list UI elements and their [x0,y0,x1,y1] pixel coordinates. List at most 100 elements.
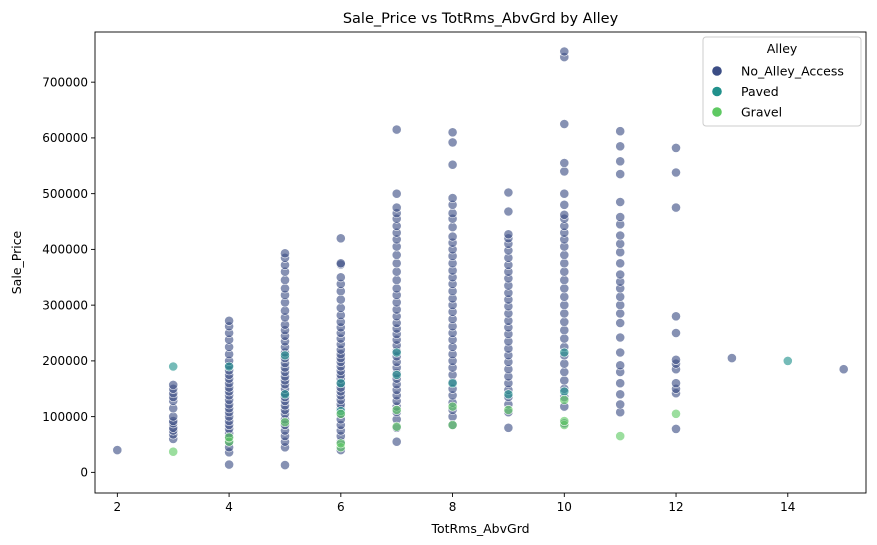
data-point-no-alley-access [335,233,346,244]
data-point-no-alley-access [559,46,570,57]
data-point-paved [391,369,402,380]
y-tick-label: 700000 [42,75,88,89]
data-point-paved [503,389,514,400]
data-point-no-alley-access [727,353,737,363]
data-point-no-alley-access [447,222,458,232]
data-point-no-alley-access [615,238,626,249]
y-tick-label: 600000 [42,131,88,145]
data-point-no-alley-access [391,436,402,447]
data-point-no-alley-access [615,378,626,389]
data-point-paved [782,355,793,366]
data-point-gravel [224,432,234,443]
data-point-no-alley-access [671,328,681,338]
data-point-paved [559,386,570,397]
data-point-no-alley-access [671,311,681,322]
data-point-paved [447,378,458,389]
data-point-no-alley-access [447,208,458,219]
x-tick-label: 12 [668,500,683,514]
data-point-no-alley-access [559,258,570,269]
data-point-gravel [447,420,458,430]
data-point-no-alley-access [615,291,626,302]
data-point-gravel [280,417,290,428]
data-point-no-alley-access [615,308,626,319]
data-point-no-alley-access [615,197,626,207]
data-point-no-alley-access [615,212,626,222]
data-point-gravel [335,438,346,449]
data-point-paved [559,347,570,358]
data-point-no-alley-access [391,124,402,135]
data-point-no-alley-access [391,188,402,199]
data-point-no-alley-access [503,206,514,217]
y-tick-label: 200000 [42,354,88,368]
legend-title: Alley [767,41,798,56]
data-point-no-alley-access [280,248,290,259]
data-point-no-alley-access [335,258,346,269]
data-point-no-alley-access [615,156,626,167]
data-point-paved [280,350,290,361]
data-point-no-alley-access [671,423,681,434]
data-point-no-alley-access [838,364,849,375]
data-point-no-alley-access [447,159,458,170]
data-point-no-alley-access [168,379,179,390]
data-point-no-alley-access [615,399,626,410]
data-point-paved [280,389,290,400]
x-tick-label: 2 [114,500,122,514]
y-tick-label: 100000 [42,410,88,424]
data-point-gravel [447,401,458,412]
x-tick-label: 14 [780,500,795,514]
data-point-no-alley-access [224,315,234,326]
data-point-no-alley-access [615,300,626,310]
data-point-no-alley-access [615,269,626,280]
data-point-no-alley-access [559,158,570,168]
data-point-no-alley-access [559,333,570,344]
data-point-no-alley-access [615,126,626,137]
data-point-no-alley-access [671,202,681,213]
data-point-gravel [391,421,402,432]
data-point-no-alley-access [615,141,626,152]
data-point-no-alley-access [391,283,402,294]
data-point-no-alley-access [559,308,570,319]
data-point-no-alley-access [391,202,402,213]
data-point-no-alley-access [615,389,626,400]
legend-marker [712,107,722,117]
data-point-no-alley-access [559,199,570,210]
data-point-no-alley-access [280,305,290,316]
data-point-no-alley-access [335,302,346,313]
data-point-no-alley-access [559,275,570,285]
data-point-paved [335,378,346,389]
data-point-no-alley-access [391,258,402,269]
y-tick-label: 500000 [42,187,88,201]
data-point-no-alley-access [335,294,346,305]
chart-title: Sale_Price vs TotRms_AbvGrd by Alley [343,11,619,27]
data-point-no-alley-access [559,188,570,199]
data-point-no-alley-access [447,127,458,138]
data-point-no-alley-access [503,422,514,433]
data-point-gravel [168,446,179,457]
plot-area [112,46,849,470]
data-point-gravel [503,404,514,415]
data-point-no-alley-access [559,266,570,277]
legend-marker [712,66,722,76]
y-tick-label: 0 [80,466,88,480]
data-point-no-alley-access [112,445,123,455]
data-point-no-alley-access [559,316,570,327]
data-point-no-alley-access [615,347,626,358]
legend-box [702,36,862,127]
data-point-no-alley-access [559,367,570,377]
data-point-no-alley-access [503,229,514,240]
data-point-no-alley-access [615,318,626,328]
x-axis-label: TotRms_AbvGrd [430,521,529,536]
legend-label: Gravel [741,105,782,120]
data-point-gravel [335,408,346,419]
data-point-no-alley-access [280,460,290,470]
data-point-no-alley-access [168,411,179,422]
data-point-no-alley-access [559,119,570,129]
data-point-no-alley-access [671,378,681,389]
data-point-no-alley-access [447,231,458,242]
data-point-no-alley-access [615,247,626,258]
data-point-no-alley-access [615,230,626,241]
data-point-no-alley-access [559,209,570,220]
data-point-paved [391,347,402,358]
data-point-no-alley-access [559,325,570,336]
data-point-gravel [615,431,626,441]
